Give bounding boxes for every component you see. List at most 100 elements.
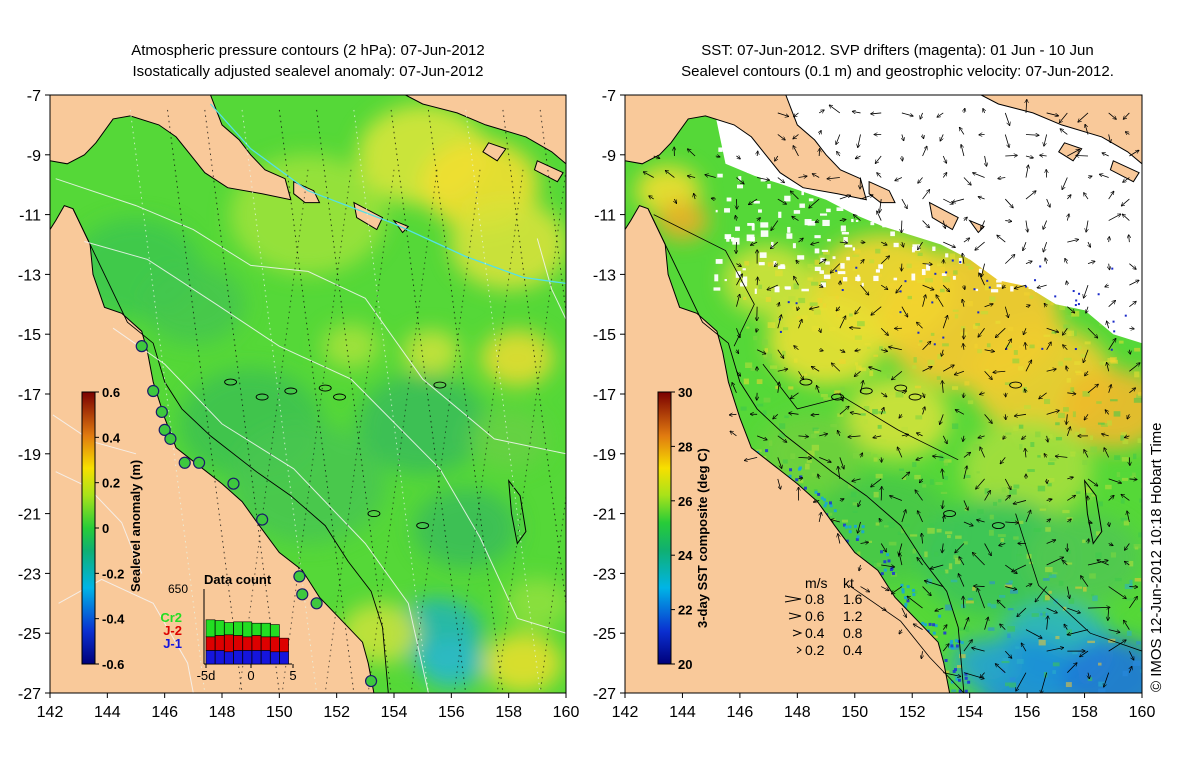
lat-tick-label: -11 xyxy=(19,208,41,225)
data-count-bar xyxy=(279,651,289,665)
land-mass xyxy=(50,95,566,693)
tide-gauge-markers xyxy=(135,340,378,688)
velocity-legend-ms: 0.4 xyxy=(805,625,825,641)
data-count-tick-label: -5d xyxy=(197,668,216,683)
colorbar-tick-label: 20 xyxy=(678,657,692,672)
data-count-bar xyxy=(233,650,243,665)
velocity-legend-arrow xyxy=(784,595,802,603)
lat-tick-label: -21 xyxy=(593,507,616,524)
lat-tick-label: -19 xyxy=(18,447,41,464)
lon-tick-label: 156 xyxy=(438,704,465,721)
velocity-legend-kt: 1.6 xyxy=(843,591,863,607)
data-count-bar xyxy=(260,622,271,638)
colorbar-tick-label: 26 xyxy=(678,494,692,509)
lon-tick-label: 160 xyxy=(553,704,580,721)
data-count-bar xyxy=(270,651,280,665)
colorbar-tick-label: 0.6 xyxy=(102,385,120,400)
lon-tick-label: 152 xyxy=(899,704,926,721)
sealevel-colorbar-ramp xyxy=(81,391,96,665)
colorbar-tick-label: -0.2 xyxy=(102,566,124,581)
lat-tick-label: -15 xyxy=(18,327,41,344)
data-count-bar xyxy=(233,621,243,636)
data-count-max-label: 650 xyxy=(168,582,188,596)
data-count-bar xyxy=(224,622,234,636)
velocity-unit-kt: kt xyxy=(843,575,854,591)
lon-tick-label: 154 xyxy=(956,704,983,721)
colorbar-tick-label: 0.4 xyxy=(102,430,121,445)
lat-tick-label: -11 xyxy=(594,208,616,225)
lon-tick-label: 152 xyxy=(323,704,350,721)
lon-tick-label: 156 xyxy=(1014,704,1041,721)
colorbar-tick-label: 30 xyxy=(678,385,692,400)
data-count-bar xyxy=(224,634,234,653)
lat-tick-label: -19 xyxy=(593,447,616,464)
lat-tick-label: -7 xyxy=(602,88,616,105)
colorbar-tick-label: 24 xyxy=(678,548,693,563)
data-count-bar xyxy=(242,636,253,651)
lon-tick-label: 146 xyxy=(151,704,178,721)
data-count-legend-cr2: Cr2 xyxy=(160,610,182,625)
colorbar-tick-label: -0.4 xyxy=(102,612,125,627)
velocity-unit-ms: m/s xyxy=(805,575,828,591)
sealevel-anomaly-map[interactable] xyxy=(50,95,689,693)
data-count-tick-label: 0 xyxy=(247,668,254,683)
data-count-bar xyxy=(251,622,262,636)
data-count-bar xyxy=(214,620,225,636)
lat-tick-label: -27 xyxy=(18,686,41,703)
data-count-bar xyxy=(214,650,225,665)
data-count-bar xyxy=(205,636,216,651)
sst-colorbar-label: 3-day SST composite (deg C) xyxy=(695,448,710,628)
lat-tick-label: -25 xyxy=(593,626,616,643)
colorbar-tick-label: 28 xyxy=(678,439,692,454)
velocity-legend-ms: 0.8 xyxy=(805,591,825,607)
credit-text: © IMOS 12-Jun-2012 10:18 Hobart Time xyxy=(1148,422,1165,692)
data-count-title: Data count xyxy=(204,572,272,587)
pressure-contours xyxy=(52,103,566,693)
data-count-bar xyxy=(214,635,225,651)
lon-tick-label: 160 xyxy=(1129,704,1156,721)
lat-tick-label: -17 xyxy=(18,387,41,404)
lon-tick-label: 146 xyxy=(727,704,754,721)
colorbar-tick-label: 0.2 xyxy=(102,476,120,491)
velocity-legend-ms: 0.6 xyxy=(805,608,825,624)
lat-tick-label: -21 xyxy=(18,507,41,524)
velocity-legend: m/s kt0.8 1.60.6 1.20.4 0.80.2 0.4 xyxy=(784,575,863,658)
right-title-line2: Sealevel contours (0.1 m) and geostrophi… xyxy=(681,63,1114,80)
data-count-bar xyxy=(205,619,216,638)
lon-tick-label: 148 xyxy=(784,704,811,721)
velocity-legend-kt: 0.8 xyxy=(843,625,863,641)
sst-map[interactable] xyxy=(625,95,1165,718)
sst-colorbar: 30 28 26 24 22 20 xyxy=(657,385,693,672)
data-count-bar xyxy=(224,651,234,665)
right-title-line1: SST: 07-Jun-2012. SVP drifters (magenta)… xyxy=(701,42,1094,59)
lon-tick-label: 142 xyxy=(612,704,639,721)
data-count-bar xyxy=(279,637,289,653)
data-count-bar xyxy=(242,621,253,638)
geostrophic-velocity-arrows xyxy=(643,99,1140,693)
lon-tick-label: 154 xyxy=(381,704,408,721)
data-count-bar xyxy=(270,624,280,638)
lat-tick-label: -17 xyxy=(593,387,616,404)
lat-tick-label: -13 xyxy=(18,267,41,284)
lat-tick-label: -23 xyxy=(18,566,41,583)
lon-tick-label: 150 xyxy=(841,704,868,721)
colorbar-tick-label: 0 xyxy=(102,521,109,536)
colorbar-tick-label: -0.6 xyxy=(102,657,124,672)
right-axes: 142 144 146 148 150 152 154 156 158 160 -7 -9 -11 -13… xyxy=(593,88,1156,721)
velocity-legend-arrow xyxy=(792,629,803,637)
lat-tick-label: -27 xyxy=(593,686,616,703)
data-count-bar xyxy=(205,650,216,665)
data-count-legend-j-2: J-2 xyxy=(163,623,182,638)
data-count-bar xyxy=(270,636,280,653)
data-count-legend-j-1: J-1 xyxy=(163,636,182,651)
data-count-bar xyxy=(251,635,262,651)
lon-tick-label: 150 xyxy=(266,704,293,721)
left-axes: 142 144 146 148 150 152 154 156 158 160 -7 -9 -11 -13… xyxy=(18,88,580,721)
lat-tick-label: -9 xyxy=(27,148,41,165)
velocity-legend-arrow xyxy=(796,646,802,654)
sst-colorbar-ramp xyxy=(657,391,672,665)
lon-tick-label: 148 xyxy=(209,704,236,721)
right-map-title: SST: 07-Jun-2012. SVP drifters (magenta)… xyxy=(620,40,1175,82)
